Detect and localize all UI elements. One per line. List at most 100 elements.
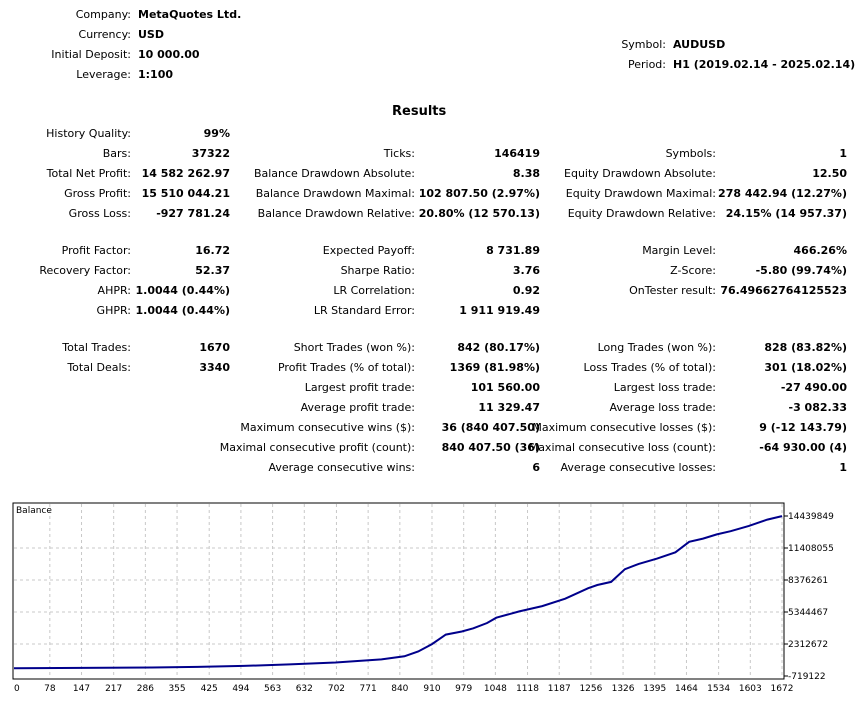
stat-label: Maximum consecutive wins ($): <box>240 421 415 434</box>
stat-label: Equity Drawdown Maximal: <box>565 187 716 200</box>
stat-label: Maximal consecutive profit (count): <box>219 441 415 454</box>
stat-value: 52.37 <box>195 264 230 277</box>
stat-label: Symbols: <box>665 147 716 160</box>
stat-value: 11 329.47 <box>478 401 540 414</box>
x-tick-label: 1118 <box>516 684 539 694</box>
stat-value: 3340 <box>199 361 230 374</box>
leverage-label: Leverage: <box>76 68 131 81</box>
x-tick-label: 1395 <box>643 684 666 694</box>
stat-value: 24.15% (14 957.37) <box>725 207 847 220</box>
stat-value: 1.0044 (0.44%) <box>135 304 231 317</box>
x-tick-label: 78 <box>44 684 56 694</box>
y-tick-label: 5344467 <box>788 608 828 618</box>
x-tick-label: 0 <box>14 684 20 694</box>
stat-label: Gross Loss: <box>68 207 131 220</box>
stat-value: 1.0044 (0.44%) <box>135 284 231 297</box>
x-tick-label: 425 <box>201 684 218 694</box>
x-tick-label: 979 <box>455 684 472 694</box>
x-tick-label: 632 <box>296 684 313 694</box>
y-tick-label: 11408055 <box>788 544 834 554</box>
stat-value: -927 781.24 <box>156 207 230 220</box>
stat-value: 76.49662764125523 <box>720 284 847 297</box>
symbol-value: AUDUSD <box>673 38 726 51</box>
stat-label: GHPR: <box>96 304 131 317</box>
x-tick-label: 702 <box>328 684 345 694</box>
x-tick-label: 1187 <box>548 684 571 694</box>
stat-label: Total Deals: <box>67 361 131 374</box>
period-label: Period: <box>627 58 666 71</box>
stat-label: Average loss trade: <box>609 401 716 414</box>
stat-value: 8.38 <box>512 167 540 180</box>
stat-value: 20.80% (12 570.13) <box>418 207 540 220</box>
y-tick-label: 14439849 <box>788 512 834 522</box>
x-tick-label: 563 <box>264 684 281 694</box>
stat-value: 8 731.89 <box>486 244 540 257</box>
stat-value: -3 082.33 <box>788 401 848 414</box>
x-tick-label: 286 <box>137 684 154 694</box>
stat-label: LR Correlation: <box>333 284 415 297</box>
x-tick-label: 1534 <box>707 684 730 694</box>
stat-label: Average consecutive wins: <box>268 461 415 474</box>
x-tick-label: 1048 <box>484 684 507 694</box>
leverage-value: 1:100 <box>138 68 174 81</box>
stat-value: 0.92 <box>512 284 540 297</box>
stat-value: 828 (83.82%) <box>764 341 847 354</box>
stat-value: 15 510 044.21 <box>141 187 230 200</box>
stat-label: Equity Drawdown Relative: <box>567 207 716 220</box>
results-title: Results <box>392 104 447 119</box>
stat-label: Bars: <box>102 147 131 160</box>
stat-label: Profit Factor: <box>61 244 131 257</box>
stat-label: Average consecutive losses: <box>560 461 716 474</box>
stat-value: 102 807.50 (2.97%) <box>418 187 540 200</box>
initial-deposit-value: 10 000.00 <box>138 48 200 61</box>
y-axis: 14439849 11408055 8376261 5344467 2312672 -71… <box>784 512 834 682</box>
stat-value: 1 911 919.49 <box>459 304 540 317</box>
chart-grid <box>14 504 783 678</box>
stat-label: Sharpe Ratio: <box>340 264 415 277</box>
stat-label: Largest profit trade: <box>304 381 415 394</box>
stat-value: 14 582 262.97 <box>141 167 230 180</box>
chart-frame <box>12 502 785 680</box>
stat-label: Recovery Factor: <box>39 264 131 277</box>
currency-label: Currency: <box>78 28 131 41</box>
stat-value: -27 490.00 <box>780 381 847 394</box>
stat-label: Maximal consecutive loss (count): <box>528 441 716 454</box>
stat-value: 6 <box>532 461 540 474</box>
stat-value: -64 930.00 (4) <box>759 441 847 454</box>
stat-value: 37322 <box>191 147 230 160</box>
stat-label: Loss Trades (% of total): <box>583 361 716 374</box>
initial-deposit-label: Initial Deposit: <box>51 48 131 61</box>
stat-value: -5.80 (99.74%) <box>755 264 847 277</box>
company-value: MetaQuotes Ltd. <box>138 8 242 21</box>
x-tick-label: 910 <box>423 684 440 694</box>
x-axis: 0 78 147 217 286 355 425 494 563 632 702 771 840 910 9… <box>14 684 793 694</box>
x-tick-label: 1672 <box>771 684 794 694</box>
x-tick-label: 217 <box>105 684 122 694</box>
symbol-label: Symbol: <box>621 38 666 51</box>
stat-value: 301 (18.02%) <box>764 361 847 374</box>
stat-value: 842 (80.17%) <box>457 341 540 354</box>
x-tick-label: 1326 <box>612 684 635 694</box>
stat-value: 3.76 <box>512 264 540 277</box>
stat-label: History Quality: <box>46 127 131 140</box>
stat-value: 1670 <box>199 341 230 354</box>
stat-label: OnTester result: <box>629 284 716 297</box>
stat-label: Short Trades (won %): <box>293 341 415 354</box>
stat-label: Z-Score: <box>670 264 716 277</box>
company-label: Company: <box>75 8 131 21</box>
stat-label: Equity Drawdown Absolute: <box>564 167 716 180</box>
stat-value: 99% <box>203 127 230 140</box>
stat-label: Total Trades: <box>62 341 131 354</box>
x-tick-label: 1464 <box>675 684 698 694</box>
y-tick-label: -719122 <box>788 672 826 682</box>
stat-label: Margin Level: <box>642 244 716 257</box>
stat-label: Total Net Profit: <box>46 167 131 180</box>
stat-value: 146419 <box>494 147 540 160</box>
stat-value: 12.50 <box>812 167 847 180</box>
stat-value: 1 <box>839 147 847 160</box>
stat-value: 9 (-12 143.79) <box>759 421 847 434</box>
x-tick-label: 771 <box>360 684 377 694</box>
balance-chart: 0 78 147 217 286 355 425 494 563 632 702 771 840 910 9… <box>12 502 834 694</box>
x-tick-label: 840 <box>391 684 408 694</box>
stat-value: 101 560.00 <box>470 381 540 394</box>
